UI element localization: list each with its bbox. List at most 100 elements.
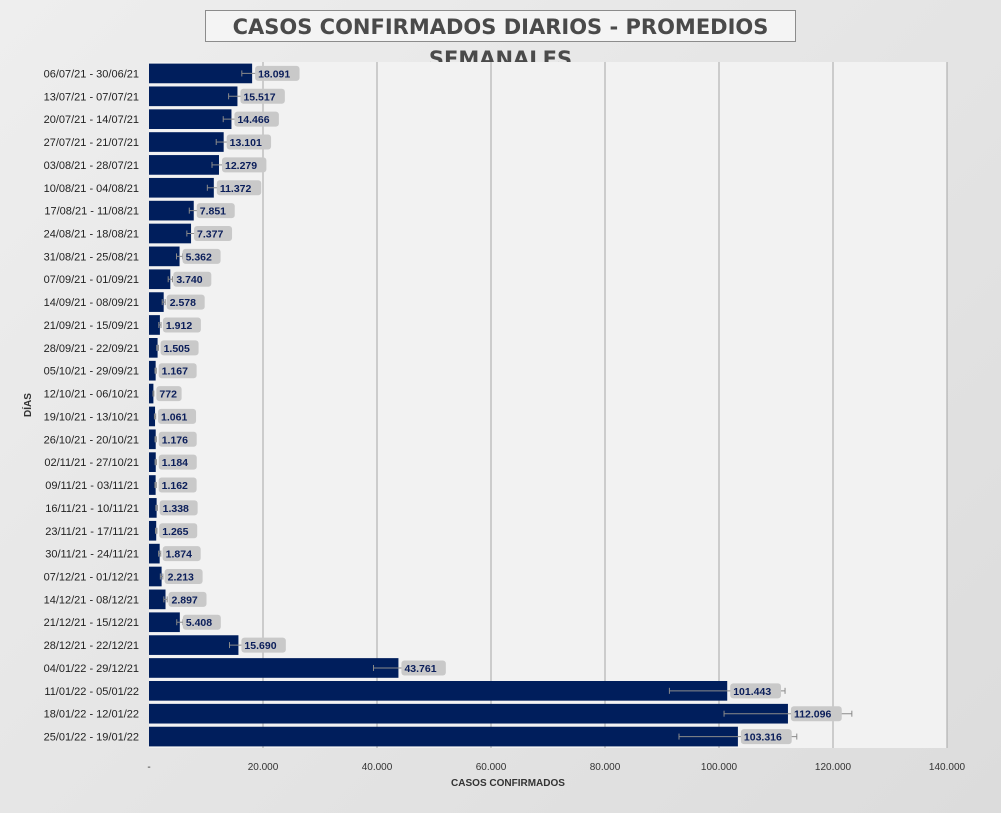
data-label-background (159, 523, 198, 539)
data-label-background (240, 88, 285, 104)
category-label: 03/08/21 - 28/07/21 (44, 160, 139, 172)
bar (149, 109, 232, 129)
data-label: 2.897 (172, 594, 198, 606)
bar (149, 612, 180, 633)
category-label: 12/10/21 - 06/10/21 (44, 389, 139, 401)
data-label: 101.443 (733, 686, 771, 698)
data-label: 15.690 (244, 640, 276, 652)
bar (149, 315, 160, 335)
data-label: 112.096 (794, 709, 832, 721)
category-label: 13/07/21 - 07/07/21 (44, 91, 139, 103)
bar (149, 726, 738, 747)
x-tick-label: - (147, 762, 150, 773)
category-label: 07/12/21 - 01/12/21 (44, 572, 139, 584)
y-axis-title: DÍAS (21, 393, 34, 417)
data-label: 15.517 (243, 91, 275, 103)
bar (149, 681, 728, 701)
data-label-background (162, 546, 201, 562)
category-label: 10/08/21 - 04/08/21 (44, 183, 139, 195)
data-label-background (401, 660, 446, 676)
category-label: 24/08/21 - 18/08/21 (44, 229, 139, 241)
bar (149, 589, 166, 610)
category-label: 14/12/21 - 08/12/21 (44, 594, 139, 606)
data-label-background (159, 500, 198, 516)
x-tick-label: 40.000 (362, 762, 393, 773)
data-label-background (194, 226, 233, 241)
category-label: 30/11/21 - 24/11/21 (45, 549, 139, 561)
data-label: 1.505 (164, 343, 190, 355)
data-label-background (173, 271, 212, 287)
data-label: 1.061 (161, 411, 187, 423)
bar (149, 292, 164, 312)
grid-lines (262, 62, 948, 748)
bar (149, 338, 158, 358)
data-label-background (166, 294, 205, 310)
bar (149, 406, 156, 427)
category-label: 14/09/21 - 08/09/21 (44, 297, 139, 309)
bar (149, 475, 156, 495)
data-label: 1.338 (163, 503, 189, 515)
x-axis-title: CASOS CONFIRMADOS (451, 778, 565, 789)
data-label-background (241, 637, 286, 653)
data-label: 14.466 (237, 114, 269, 126)
data-label-background (740, 729, 792, 745)
plot-background (149, 62, 947, 748)
category-label: 07/09/21 - 01/09/21 (44, 274, 139, 286)
category-label: 26/10/21 - 20/10/21 (44, 434, 139, 446)
category-label: 17/08/21 - 11/08/21 (44, 206, 139, 218)
data-label-background (164, 569, 203, 584)
data-label: 772 (159, 389, 177, 401)
bar (149, 383, 154, 404)
data-label-background (216, 180, 262, 196)
bars (149, 63, 788, 747)
category-label: 21/12/21 - 15/12/21 (44, 617, 139, 629)
data-label: 1.184 (162, 457, 188, 469)
bar (149, 269, 171, 290)
data-label: 1.874 (166, 549, 192, 561)
category-label: 05/10/21 - 29/09/21 (44, 366, 139, 378)
bar (149, 703, 788, 724)
data-label: 1.912 (166, 320, 192, 332)
category-label: 27/07/21 - 21/07/21 (44, 137, 139, 149)
x-tick-label: 120.000 (815, 762, 852, 773)
bar (149, 63, 253, 84)
category-label: 09/11/21 - 03/11/21 (45, 480, 139, 492)
x-tick-label: 140.000 (929, 762, 966, 773)
category-label: 11/01/22 - 05/01/22 (44, 686, 139, 698)
category-labels: 06/07/21 - 30/06/21 13/07/21 - 07/07/21 20… (44, 68, 139, 743)
data-label: 5.408 (186, 617, 212, 629)
data-label-background (182, 614, 221, 630)
bar (149, 498, 157, 518)
bar (149, 360, 156, 381)
plot-area (149, 62, 947, 748)
bar (149, 177, 214, 198)
category-label: 06/07/21 - 30/06/21 (44, 68, 139, 80)
data-label: 43.761 (404, 663, 436, 675)
data-label-background (158, 363, 197, 379)
data-label: 11.372 (220, 183, 252, 195)
bar (149, 429, 156, 450)
data-label-background (156, 386, 182, 402)
category-label: 18/01/22 - 12/01/22 (44, 709, 139, 721)
category-label: 21/09/21 - 15/09/21 (44, 320, 139, 332)
data-label-background (790, 706, 842, 722)
data-label: 7.851 (200, 206, 226, 218)
data-label-background (160, 340, 199, 356)
category-label: 04/01/22 - 29/12/21 (44, 663, 139, 675)
x-tick-label: 20.000 (248, 762, 279, 773)
data-label-background (158, 477, 197, 493)
bar (149, 520, 157, 541)
data-label: 1.265 (162, 526, 188, 538)
data-label-background (730, 683, 782, 699)
data-label-background (234, 111, 279, 127)
bar (149, 223, 192, 244)
data-label: 12.279 (225, 160, 257, 172)
bar (149, 658, 399, 678)
category-label: 25/01/22 - 19/01/22 (44, 732, 139, 744)
bar (149, 452, 156, 472)
data-label-background (158, 431, 197, 447)
data-label: 18.091 (258, 68, 290, 80)
bar (149, 566, 162, 587)
category-label: 20/07/21 - 14/07/21 (44, 114, 139, 126)
